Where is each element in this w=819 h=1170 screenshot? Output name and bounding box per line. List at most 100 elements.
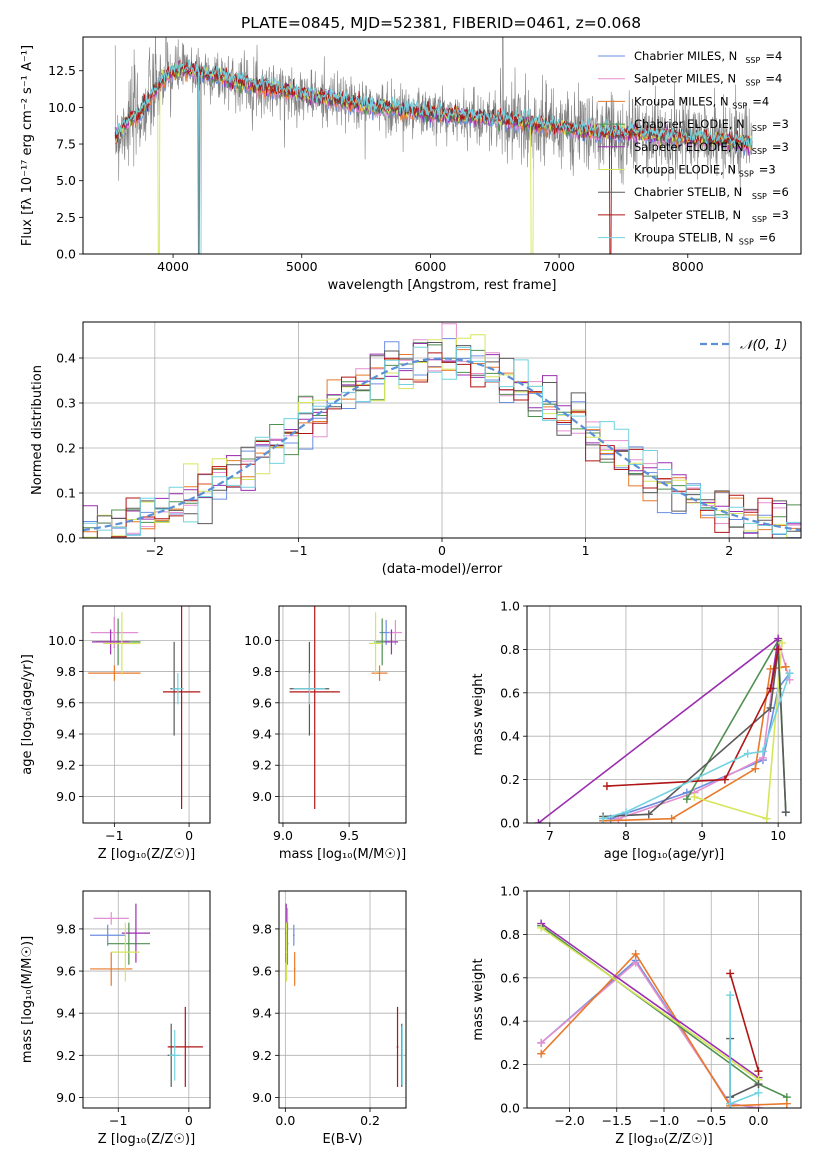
x-tick-label: 2 xyxy=(725,543,733,558)
y-tick-label: 9.0 xyxy=(252,789,272,804)
plot-area xyxy=(83,323,801,538)
x-axis-label: (data-model)/error xyxy=(382,562,503,577)
plot-area xyxy=(289,606,403,809)
axes-frame xyxy=(278,605,407,824)
legend-count: =3 xyxy=(772,140,789,154)
y-tick-label: 9.6 xyxy=(252,964,272,979)
y-tick-label: 0.2 xyxy=(500,772,520,787)
x-axis-label: Z [log₁₀(Z/Z☉)] xyxy=(98,1132,195,1147)
x-tick-label: −1 xyxy=(109,1113,127,1128)
y-tick-label: 0.0 xyxy=(500,816,520,831)
y-tick-label: 9.6 xyxy=(252,695,272,710)
legend-subscript: SSP xyxy=(739,170,754,179)
errorbar-kroupa-elodie xyxy=(368,612,383,675)
errorbar-kroupa-stelib xyxy=(293,673,326,705)
model-spectrum-kroupa-stelib xyxy=(115,59,753,254)
y-tick-label: 9.6 xyxy=(56,695,76,710)
y-tick-label: 1.0 xyxy=(500,599,520,614)
x-tick-label: 7 xyxy=(546,828,554,843)
weight-series-chabrier-miles xyxy=(537,956,763,1108)
errorbar-kroupa-elodie xyxy=(111,922,140,982)
x-tick-label: −1 xyxy=(105,828,123,843)
legend-label-kroupa-elodie: Kroupa ELODIE, N xyxy=(634,163,736,177)
y-tick-label: 5.0 xyxy=(56,173,76,188)
y-axis-label: age [log₁₀(age/yr)] xyxy=(20,654,35,775)
legend-label-normal: 𝒩(0, 1) xyxy=(740,338,787,353)
y-tick-label: 12.5 xyxy=(48,63,76,78)
axes-frame xyxy=(278,890,407,1109)
y-tick-label: 0.8 xyxy=(500,642,520,657)
legend-label-chabrier-elodie: Chabrier ELODIE, N xyxy=(634,117,745,131)
plot-area xyxy=(534,634,794,823)
weight-series-kroupa-stelib xyxy=(726,991,763,1108)
weight-series-salpeter-stelib xyxy=(602,645,783,791)
plot-area xyxy=(114,37,753,254)
y-tick-label: 1.0 xyxy=(500,884,520,899)
y-tick-label: 9.0 xyxy=(56,1090,76,1105)
x-axis-label: Z [log₁₀(Z/Z☉)] xyxy=(615,1132,712,1147)
errorbar-salpeter-miles xyxy=(93,912,129,925)
y-tick-label: 9.8 xyxy=(56,664,76,679)
x-axis-label: E(B-V) xyxy=(322,1132,362,1147)
x-tick-label: 0.0 xyxy=(275,1113,295,1128)
y-tick-label: 9.4 xyxy=(56,1006,76,1021)
axes-frame xyxy=(526,605,802,824)
plot-area xyxy=(88,606,201,809)
legend-subscript: SSP xyxy=(739,238,754,247)
y-tick-label: 0.3 xyxy=(56,396,76,411)
legend-subscript: SSP xyxy=(752,192,767,201)
x-tick-label: −0.5 xyxy=(696,1113,726,1128)
legend-count: =3 xyxy=(772,208,789,222)
x-axis-label: wavelength [Angstrom, rest frame] xyxy=(328,278,557,293)
errorbar-salpeter-elodie xyxy=(91,629,130,655)
errorbar-chabrier-miles xyxy=(292,924,295,946)
legend-label-kroupa-stelib: Kroupa STELIB, N xyxy=(634,231,734,245)
spectrum-legend: Chabrier MILES, N SSP =4 Salpeter MILES, N S… xyxy=(598,49,789,247)
y-axis-label: Normed distribution xyxy=(30,365,45,495)
axes-frame xyxy=(82,890,211,1109)
mass-vs-metallicity-panel: −1 0 9.0 9.2 9.4 9.6 9.8 Z [log₁₀(Z/Z☉)] mass [l… xyxy=(20,890,211,1147)
mass-weight-vs-age-panel: 7 8 9 10 0.0 0.2 0.4 0.6 0.8 1.0 age [log₁₀(age/yr… xyxy=(471,599,802,862)
y-tick-label: 0.2 xyxy=(500,1057,520,1072)
errorbar-chabrier-elodie xyxy=(107,922,151,965)
age-vs-mass-panel: 9.0 9.5 9.0 9.2 9.4 9.6 9.8 10.0 mass [log₁₀(M/M… xyxy=(244,605,407,862)
x-tick-label: 9.0 xyxy=(273,828,293,843)
x-axis-label: Z [log₁₀(Z/Z☉)] xyxy=(98,847,195,862)
errorbar-salpeter-elodie xyxy=(384,629,399,655)
normal-curve xyxy=(83,357,801,532)
errorbar-salpeter-miles xyxy=(388,620,403,646)
y-tick-label: 0.1 xyxy=(56,486,76,501)
y-tick-label: 2.5 xyxy=(56,210,76,225)
errorbar-kroupa-stelib xyxy=(169,1030,181,1081)
y-tick-label: 9.8 xyxy=(252,921,272,936)
plot-area xyxy=(90,903,203,1087)
x-tick-label: −1.5 xyxy=(602,1113,632,1128)
legend-label-kroupa-miles: Kroupa MILES, N xyxy=(634,94,729,108)
legend-count: =4 xyxy=(752,94,769,108)
weight-series-kroupa-stelib xyxy=(599,669,794,823)
legend-label-chabrier-stelib: Chabrier STELIB, N xyxy=(634,185,742,199)
axes-frame xyxy=(526,890,802,1109)
y-tick-label: 0.4 xyxy=(56,351,76,366)
weight-series-salpeter-stelib xyxy=(726,969,763,1076)
x-tick-label: 0 xyxy=(438,543,446,558)
x-tick-label: 9.5 xyxy=(339,828,359,843)
plot-area xyxy=(285,903,404,1087)
legend-subscript: SSP xyxy=(745,56,760,65)
spectrum-panel: 4000 5000 6000 7000 8000 0.0 2.5 5.0 7.5 10.0 12.5… xyxy=(20,36,802,293)
legend-count: =6 xyxy=(772,185,789,199)
errorbar-kroupa-elodie xyxy=(285,922,288,982)
x-tick-label: 8 xyxy=(622,828,630,843)
errorbar-salpeter-elodie xyxy=(121,903,151,963)
y-tick-label: 9.2 xyxy=(252,758,272,773)
x-tick-label: 0 xyxy=(185,1113,193,1128)
errorbar-salpeter-stelib xyxy=(167,1006,203,1087)
y-tick-label: 10.0 xyxy=(244,633,272,648)
legend-count: =6 xyxy=(759,231,776,245)
legend-count: =3 xyxy=(759,163,776,177)
x-tick-label: 0.2 xyxy=(360,1113,380,1128)
y-tick-label: 9.2 xyxy=(56,1048,76,1063)
legend-count: =3 xyxy=(772,117,789,131)
x-tick-label: 7000 xyxy=(543,259,575,274)
errorbar-kroupa-miles xyxy=(371,665,388,681)
